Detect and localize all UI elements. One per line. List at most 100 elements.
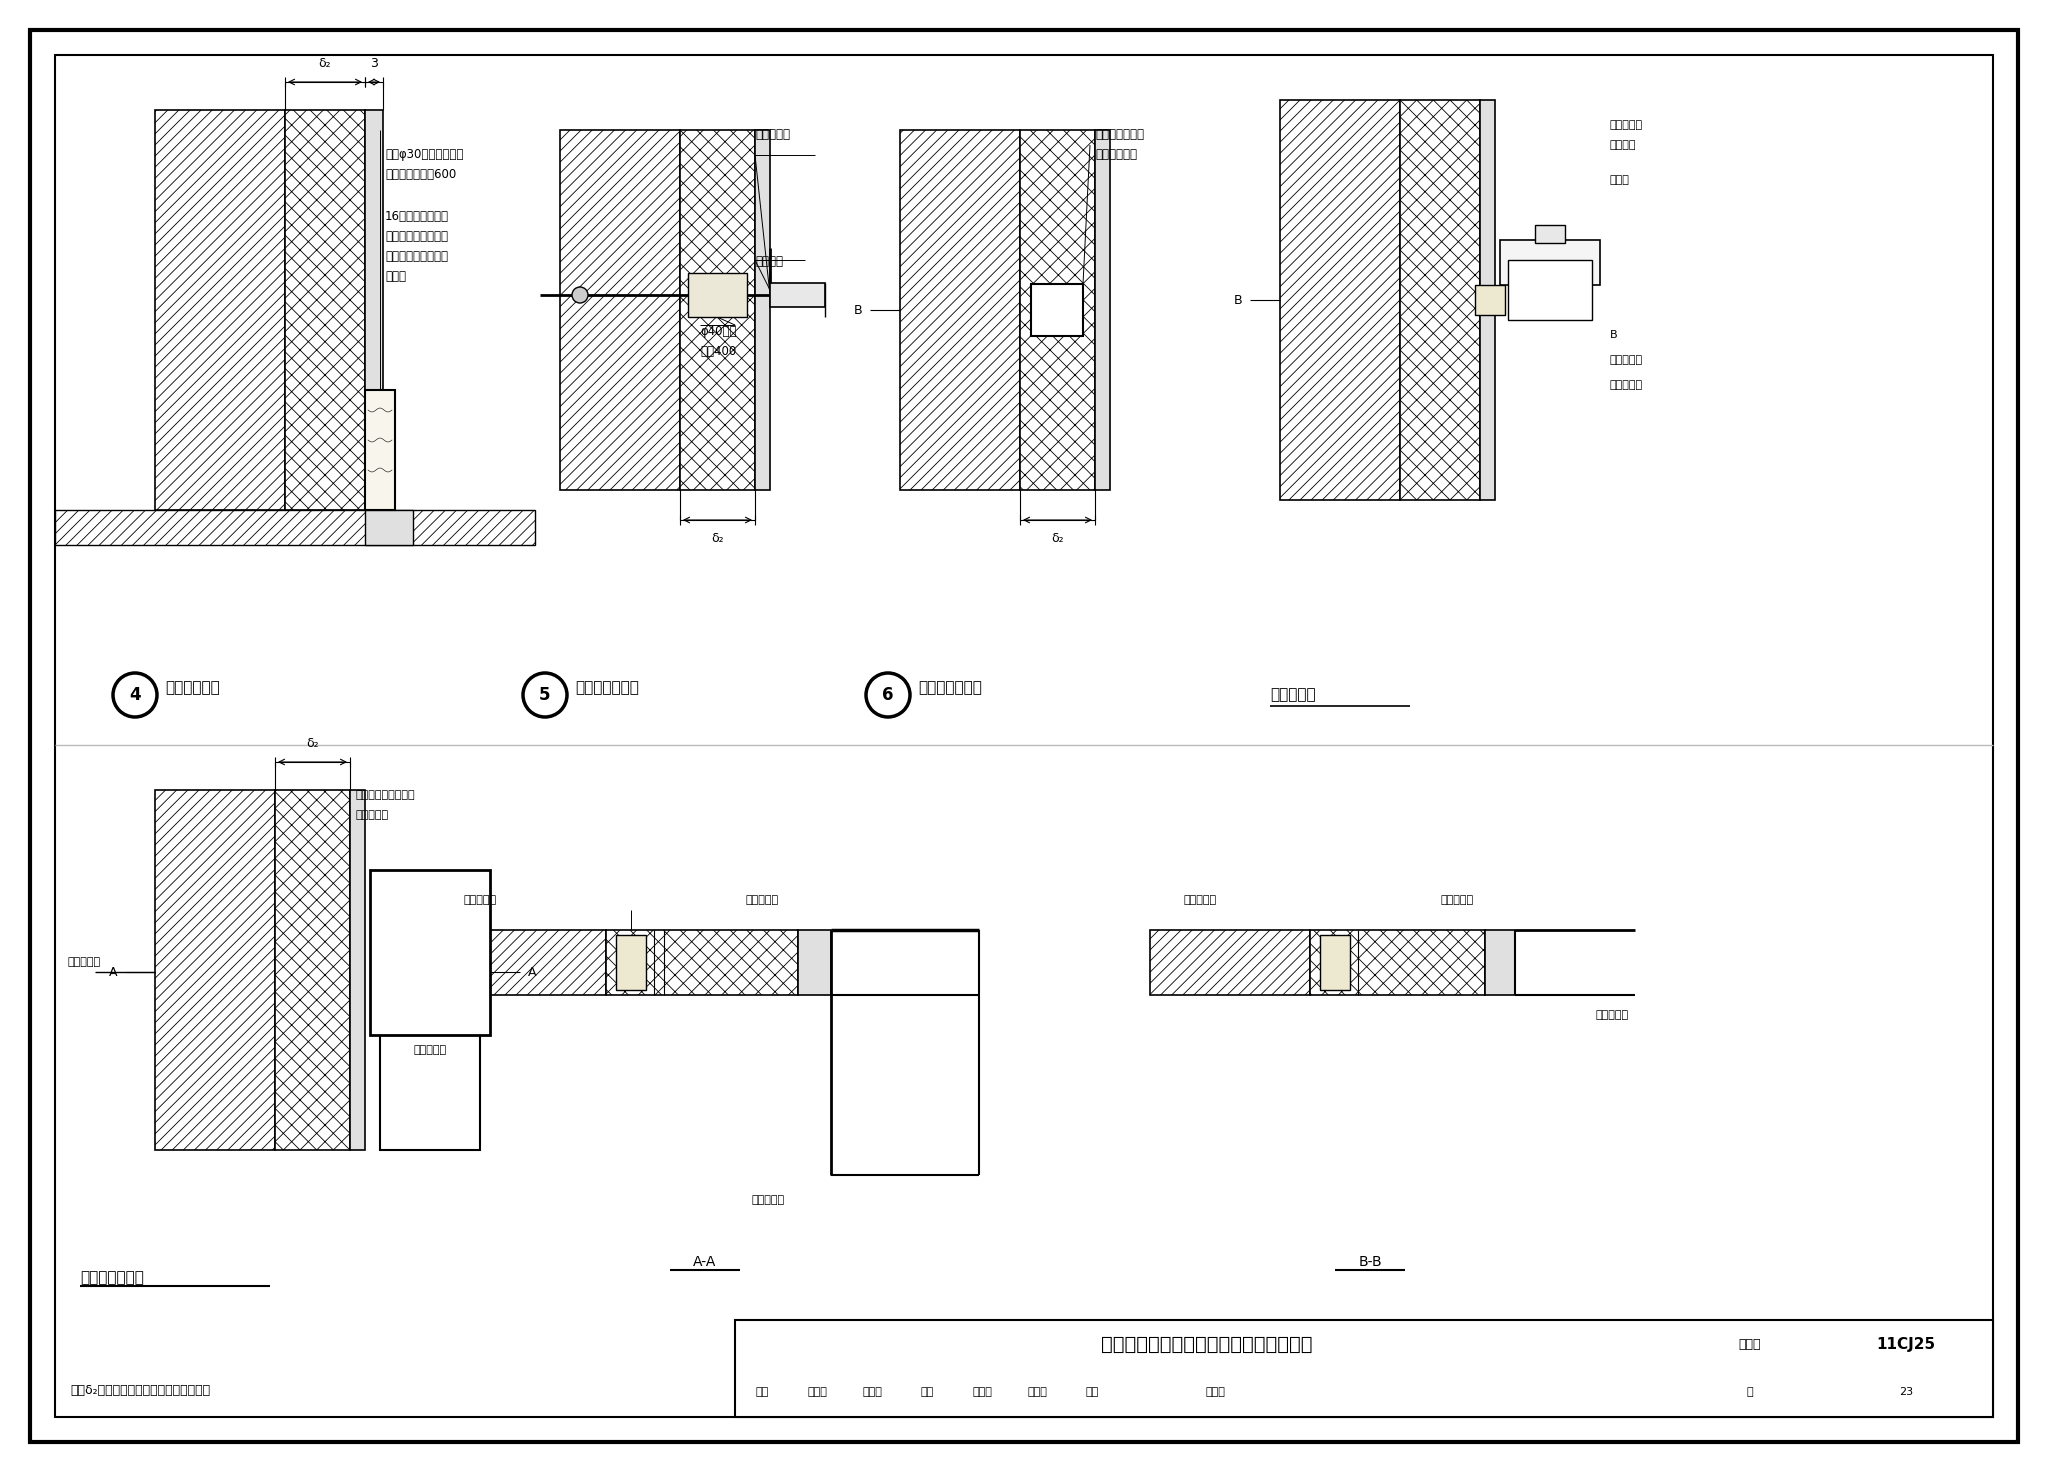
Bar xyxy=(156,790,274,1150)
Text: 11CJ25: 11CJ25 xyxy=(1876,1337,1935,1351)
Bar xyxy=(1030,284,1083,336)
Text: 苏宇锋: 苏宇锋 xyxy=(807,1387,827,1397)
Bar xyxy=(1020,130,1096,490)
Text: 图集号: 图集号 xyxy=(1739,1338,1761,1350)
Bar xyxy=(1475,286,1505,315)
Text: 踢脚（室内）: 踢脚（室内） xyxy=(166,680,219,695)
Bar xyxy=(365,110,383,509)
Text: 鲍先伟: 鲍先伟 xyxy=(973,1387,991,1397)
Text: A: A xyxy=(528,966,537,979)
Text: 塑料膨管: 塑料膨管 xyxy=(756,255,782,268)
Bar xyxy=(1507,261,1591,319)
Bar xyxy=(430,930,606,995)
Text: 预钉木衬条: 预钉木衬条 xyxy=(745,895,778,905)
Text: 6: 6 xyxy=(883,686,893,704)
Text: B-B: B-B xyxy=(1358,1256,1382,1269)
Bar xyxy=(55,509,535,545)
Text: 塑料膨胀栓: 塑料膨胀栓 xyxy=(1184,895,1217,905)
Bar xyxy=(1280,100,1401,500)
Text: 校对: 校对 xyxy=(920,1387,934,1397)
Bar xyxy=(899,130,1020,490)
Text: 预钉木衬条: 预钉木衬条 xyxy=(1440,895,1475,905)
Bar xyxy=(606,930,799,995)
Bar xyxy=(1321,935,1350,991)
Bar xyxy=(735,1320,1993,1418)
Bar xyxy=(156,110,285,509)
Text: 苏才峰: 苏才峰 xyxy=(862,1387,883,1397)
Bar xyxy=(285,110,365,509)
Circle shape xyxy=(866,673,909,717)
Text: B: B xyxy=(854,303,862,316)
Text: B: B xyxy=(1233,293,1243,306)
Bar xyxy=(680,130,756,490)
Bar xyxy=(770,283,825,308)
Text: δ₂: δ₂ xyxy=(711,531,723,545)
Text: φ40木块: φ40木块 xyxy=(700,325,737,339)
Text: 5: 5 xyxy=(539,686,551,704)
Text: A-A: A-A xyxy=(694,1256,717,1269)
Bar xyxy=(274,790,350,1150)
Text: 木螺丝固定: 木螺丝固定 xyxy=(1595,1010,1628,1020)
Text: 接线盒预埋应根: 接线盒预埋应根 xyxy=(1096,128,1145,141)
Text: 预钉木衬条: 预钉木衬条 xyxy=(1610,355,1642,365)
Text: 洗脸盆安装: 洗脸盆安装 xyxy=(1270,687,1315,702)
Bar xyxy=(1311,930,1485,995)
Text: 23: 23 xyxy=(1898,1387,1913,1397)
Text: 预钉木衬条: 预钉木衬条 xyxy=(354,810,389,820)
Bar xyxy=(350,790,365,1150)
Text: 页: 页 xyxy=(1747,1387,1753,1397)
Text: 粘于墙上，中距600: 粘于墙上，中距600 xyxy=(385,168,457,181)
Text: 鲍宏伟: 鲍宏伟 xyxy=(1026,1387,1047,1397)
Bar xyxy=(1096,130,1110,490)
Text: 塑料膨胀栓: 塑料膨胀栓 xyxy=(463,895,496,905)
Text: 剔洞φ30木块用强力胶: 剔洞φ30木块用强力胶 xyxy=(385,149,463,160)
Text: 塑料膨胀栓: 塑料膨胀栓 xyxy=(68,957,100,967)
Bar xyxy=(688,272,748,316)
Bar xyxy=(1536,225,1565,243)
Text: 16厚木踢脚板钉于: 16厚木踢脚板钉于 xyxy=(385,210,449,222)
Bar xyxy=(756,130,770,490)
Text: B: B xyxy=(1610,330,1618,340)
Text: 中距400: 中距400 xyxy=(700,344,735,358)
Text: 设计: 设计 xyxy=(1085,1387,1098,1397)
Text: 据保温厚定位: 据保温厚定位 xyxy=(1096,149,1137,160)
Bar xyxy=(365,509,414,545)
Bar xyxy=(365,390,395,509)
Circle shape xyxy=(113,673,158,717)
Text: 挂镜线（室内）: 挂镜线（室内） xyxy=(575,680,639,695)
Text: 粘贴）: 粘贴） xyxy=(385,269,406,283)
Text: 审核: 审核 xyxy=(756,1387,768,1397)
Bar xyxy=(1499,240,1599,286)
Text: 洗脸盆: 洗脸盆 xyxy=(1610,175,1630,185)
Text: 木块上（如地砖踢脚: 木块上（如地砖踢脚 xyxy=(385,230,449,243)
Bar xyxy=(371,870,489,1035)
Text: 聚合物砂浆粘贴瓷砖: 聚合物砂浆粘贴瓷砖 xyxy=(354,790,414,799)
Text: 3: 3 xyxy=(371,57,379,71)
Bar xyxy=(616,935,645,991)
Circle shape xyxy=(571,287,588,303)
Text: 4: 4 xyxy=(129,686,141,704)
Bar xyxy=(381,999,479,1150)
Text: 蔡鹏娟: 蔡鹏娟 xyxy=(1204,1387,1225,1397)
Text: 粘贴瓷砖: 粘贴瓷砖 xyxy=(1610,140,1636,150)
Text: 接线盒（电气）: 接线盒（电气） xyxy=(918,680,981,695)
Text: δ₂: δ₂ xyxy=(319,57,332,71)
Text: 踢脚、挂镜线、接线盒、坐便器、洗脸盆: 踢脚、挂镜线、接线盒、坐便器、洗脸盆 xyxy=(1102,1335,1313,1353)
Text: 坐便器水箱安装: 坐便器水箱安装 xyxy=(80,1270,143,1285)
Text: 聚合物砂浆: 聚合物砂浆 xyxy=(1610,121,1642,130)
Text: 膨胀栓入墙: 膨胀栓入墙 xyxy=(756,128,791,141)
Text: A: A xyxy=(109,966,117,979)
Text: δ₂: δ₂ xyxy=(1051,531,1063,545)
Text: 板，可直接用强力胶: 板，可直接用强力胶 xyxy=(385,250,449,263)
Text: 木螺丝固定: 木螺丝固定 xyxy=(1610,380,1642,390)
Bar xyxy=(1481,100,1495,500)
Text: 注：δ₂为内保温层厚度，由工程设计定。: 注：δ₂为内保温层厚度，由工程设计定。 xyxy=(70,1384,211,1397)
Bar xyxy=(1401,100,1481,500)
Text: 坐便器水箱: 坐便器水箱 xyxy=(414,1045,446,1055)
Bar xyxy=(1151,930,1311,995)
Text: 木螺丝固定: 木螺丝固定 xyxy=(752,1195,784,1206)
Bar xyxy=(559,130,680,490)
Circle shape xyxy=(522,673,567,717)
Text: δ₂: δ₂ xyxy=(307,737,319,751)
Bar xyxy=(799,930,831,995)
